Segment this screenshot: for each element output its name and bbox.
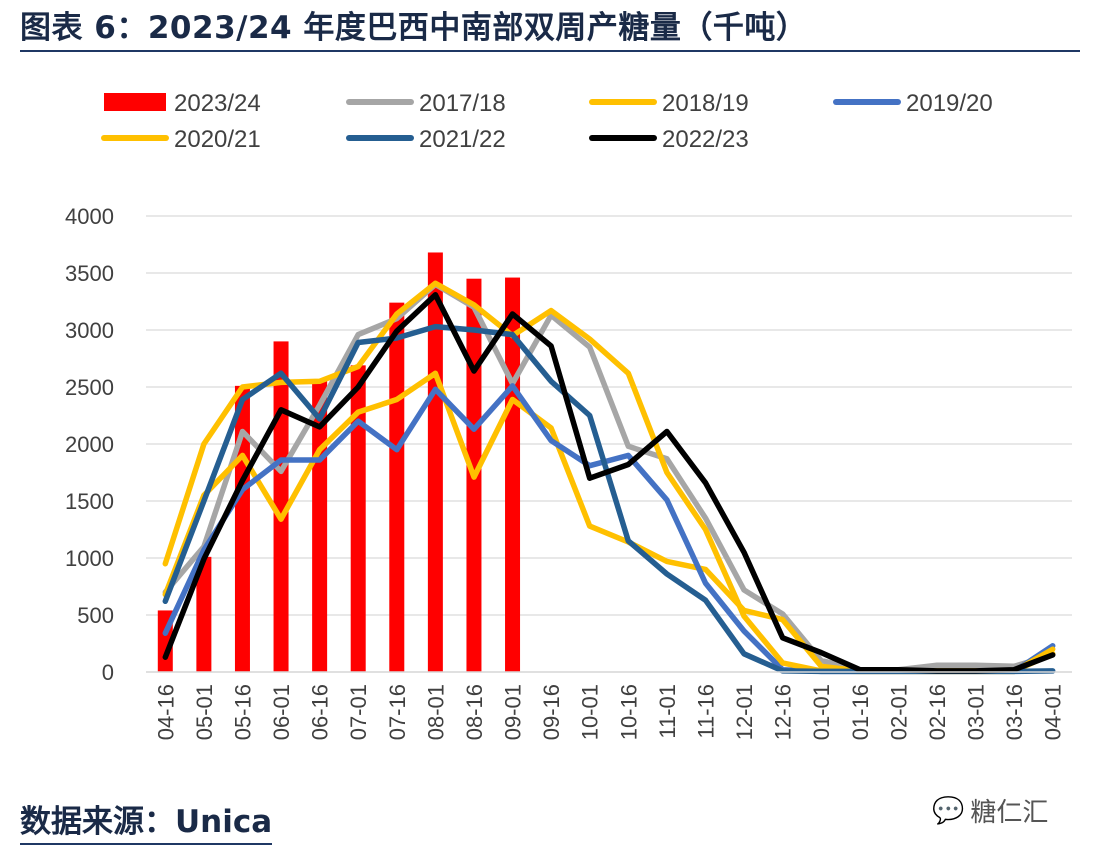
page-title: 图表 6：2023/24 年度巴西中南部双周产糖量（千吨）	[20, 2, 1081, 52]
x-tick-label: 07-01	[346, 684, 371, 740]
x-tick-label: 12-01	[732, 684, 757, 740]
y-tick-label: 4000	[65, 204, 114, 229]
x-tick-label: 12-16	[771, 684, 796, 740]
bars	[157, 252, 521, 673]
y-axis: 0 500 1000 1500 2000 2500 3000 3500 4000	[65, 204, 114, 685]
x-tick-label: 07-16	[385, 684, 410, 740]
x-tick-label: 11-01	[655, 684, 680, 739]
legend-label: 2022/23	[662, 126, 749, 153]
wechat-icon: 💬	[932, 795, 965, 826]
x-tick-label: 06-01	[269, 684, 294, 740]
x-tick-label: 08-01	[423, 684, 448, 740]
x-tick-label: 06-16	[308, 684, 333, 740]
series-line	[162, 291, 1056, 674]
series-line	[162, 383, 1056, 675]
y-tick-label: 500	[77, 603, 114, 628]
legend-label: 2018/19	[662, 90, 749, 117]
x-tick-label: 04-16	[153, 684, 178, 740]
legend-label: 2023/24	[174, 90, 261, 117]
y-tick-label: 3000	[65, 318, 114, 343]
y-tick-label: 2500	[65, 375, 114, 400]
x-tick-label: 09-16	[539, 684, 564, 740]
x-tick-label: 01-16	[848, 684, 873, 740]
y-tick-label: 2000	[65, 432, 114, 457]
series-line	[162, 323, 1056, 675]
bar	[350, 365, 366, 672]
data-source: 数据来源：Unica	[20, 796, 273, 845]
legend-label: 2017/18	[419, 90, 506, 117]
x-tick-label: 09-01	[501, 684, 526, 740]
x-tick-label: 10-01	[578, 684, 603, 740]
x-tick-label: 02-16	[925, 684, 950, 740]
x-tick-label: 05-01	[192, 684, 217, 740]
x-tick-label: 03-16	[1002, 684, 1027, 740]
x-tick-label: 04-01	[1041, 684, 1066, 740]
legend-swatch	[104, 93, 166, 111]
y-tick-label: 1500	[65, 489, 114, 514]
x-tick-label: 03-01	[964, 684, 989, 740]
x-tick-label: 08-16	[462, 684, 487, 740]
bar	[196, 556, 212, 672]
x-tick-label: 01-01	[809, 684, 834, 740]
bar	[273, 341, 289, 672]
watermark-text: 糖仁汇	[970, 798, 1049, 828]
x-tick-label: 02-01	[886, 684, 911, 740]
lines	[162, 280, 1056, 675]
bar	[427, 252, 443, 673]
legend-label: 2020/21	[174, 126, 261, 153]
x-tick-label: 05-16	[230, 684, 255, 740]
bar	[389, 302, 405, 672]
legend: 2023/24 2017/18 2018/19 2019/20 2020/21 2021/…	[101, 90, 993, 153]
y-tick-label: 3500	[65, 261, 114, 286]
legend-label: 2019/20	[906, 90, 993, 117]
x-tick-label: 11-16	[693, 684, 718, 739]
legend-label: 2021/22	[419, 126, 506, 153]
watermark: 💬 糖仁汇	[932, 792, 1048, 829]
x-tick-label: 10-16	[616, 684, 641, 740]
y-tick-label: 0	[102, 660, 114, 685]
x-axis: 04-16 05-01 05-16 06-01 06-16 07-01 07-16 08-01…	[146, 671, 1072, 740]
y-tick-label: 1000	[65, 546, 114, 571]
